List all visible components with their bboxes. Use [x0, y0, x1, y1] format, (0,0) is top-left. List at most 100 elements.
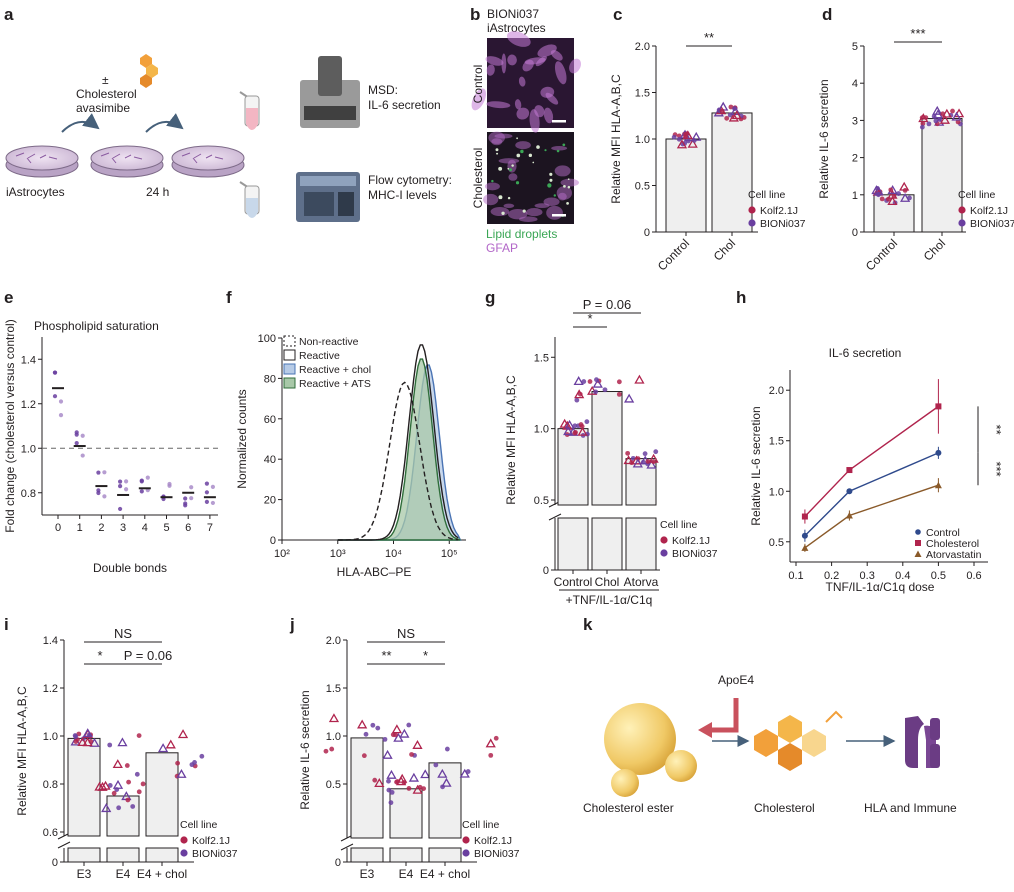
- data-point: [409, 752, 414, 757]
- x-axis-label: Double bonds: [93, 561, 167, 575]
- legend-entry: BIONi037: [474, 848, 520, 860]
- data-point: [183, 501, 188, 506]
- legend-entry: Kolf2.1J: [760, 205, 798, 217]
- x-tick-label: Control: [554, 575, 593, 589]
- legend-entry: Kolf2.1J: [192, 835, 230, 847]
- gfap-cell: [551, 145, 568, 151]
- bar: [389, 788, 423, 839]
- curved-arrow-icon: [145, 113, 184, 133]
- y-tick-label: 0.6: [43, 827, 58, 839]
- data-point-triangle: [437, 768, 448, 778]
- data-point: [136, 789, 142, 795]
- data-point: [80, 433, 85, 438]
- legend-title: Cell line: [660, 519, 698, 531]
- dish-icon: [5, 145, 79, 178]
- data-point: [124, 479, 129, 484]
- gfap-cell: [543, 107, 554, 124]
- data-point: [885, 196, 891, 202]
- data-point: [923, 115, 929, 120]
- data-point: [728, 104, 734, 110]
- y-tick-label: 1.5: [769, 436, 784, 448]
- legend-marker: [958, 206, 966, 214]
- data-point-triangle: [573, 376, 584, 386]
- label-hla-immune: HLA and Immune: [864, 801, 957, 815]
- data-point: [732, 106, 737, 112]
- data-point: [74, 441, 79, 446]
- data-point: [118, 506, 123, 512]
- legend-gfap: GFAP: [486, 241, 518, 255]
- data-point: [593, 389, 599, 395]
- data-point-triangle: [77, 737, 88, 747]
- data-point: [950, 108, 955, 114]
- x-tick-label: 10³: [330, 548, 346, 560]
- data-point: [572, 430, 578, 436]
- data-point-triangle: [887, 196, 898, 206]
- bar: [557, 428, 589, 506]
- data-point: [52, 370, 58, 375]
- legend-entry: Control: [926, 527, 960, 539]
- bar: [591, 391, 623, 506]
- data-point-triangle: [899, 192, 911, 202]
- data-point-triangle: [328, 713, 340, 723]
- dish-icon: [90, 145, 164, 178]
- lipid-droplet: [495, 148, 499, 152]
- data-point-triangle: [82, 728, 93, 738]
- legend-marker: [180, 849, 188, 857]
- data-point-triangle: [899, 181, 910, 191]
- data-point: [107, 783, 113, 788]
- legend-marker: [958, 219, 966, 227]
- data-point: [58, 412, 64, 418]
- data-point: [116, 805, 122, 811]
- data-point: [875, 191, 881, 197]
- legend-marker: [748, 206, 756, 214]
- legend-entry: Kolf2.1J: [672, 535, 710, 547]
- gfap-cell: [506, 31, 531, 47]
- lipid-droplet: [511, 164, 514, 167]
- significance-label: **: [381, 648, 391, 663]
- data-point-triangle: [112, 759, 123, 769]
- panel-label-g: g: [485, 288, 495, 307]
- y-axis-label: Relative MFI HLA-A,B,C: [504, 375, 518, 505]
- x-tick-label: 0: [55, 522, 61, 534]
- gfap-cell: [486, 64, 495, 76]
- data-point: [134, 771, 140, 777]
- lipid-droplet: [544, 149, 547, 152]
- data-point: [210, 500, 215, 506]
- apoe4-arrow-icon: [710, 698, 739, 733]
- x-tick-label: Control: [655, 236, 692, 273]
- data-point: [80, 453, 85, 458]
- panel-label-i: i: [4, 615, 9, 634]
- x-tick-label: 10⁵: [441, 548, 458, 560]
- data-point: [934, 481, 942, 489]
- data-point: [935, 403, 942, 410]
- lipid-droplet: [507, 196, 511, 200]
- data-point: [393, 732, 398, 738]
- series-line: [804, 452, 939, 537]
- y-tick-label: 0: [335, 857, 341, 869]
- x-tick-label: 0.1: [788, 570, 803, 582]
- molecule-icon: [140, 54, 158, 88]
- x-tick-label: Chol: [595, 575, 620, 589]
- legend-entry: BIONi037: [672, 548, 718, 560]
- lipid-droplet: [566, 202, 569, 205]
- x-tick-label: 3: [120, 522, 126, 534]
- x-axis-label: HLA-ABC–PE: [337, 565, 412, 579]
- lipid-droplet: [516, 137, 518, 140]
- data-point: [801, 532, 808, 539]
- data-point-triangle: [176, 768, 187, 778]
- y-tick-label: 40: [264, 454, 276, 466]
- significance-label: *: [587, 311, 592, 326]
- legend-marker: [660, 549, 668, 557]
- panel-k: ApoE4 Cholesterol ester Cholesterol HLA …: [583, 673, 957, 815]
- legend-entry: Reactive + ATS: [299, 378, 371, 390]
- data-point: [683, 131, 689, 137]
- data-point: [935, 449, 942, 456]
- y-tick-label: 0: [543, 565, 549, 577]
- gfap-cell: [537, 44, 557, 58]
- data-point: [199, 753, 205, 759]
- data-point: [52, 394, 58, 399]
- significance-label: **: [704, 30, 714, 45]
- data-point: [118, 479, 123, 484]
